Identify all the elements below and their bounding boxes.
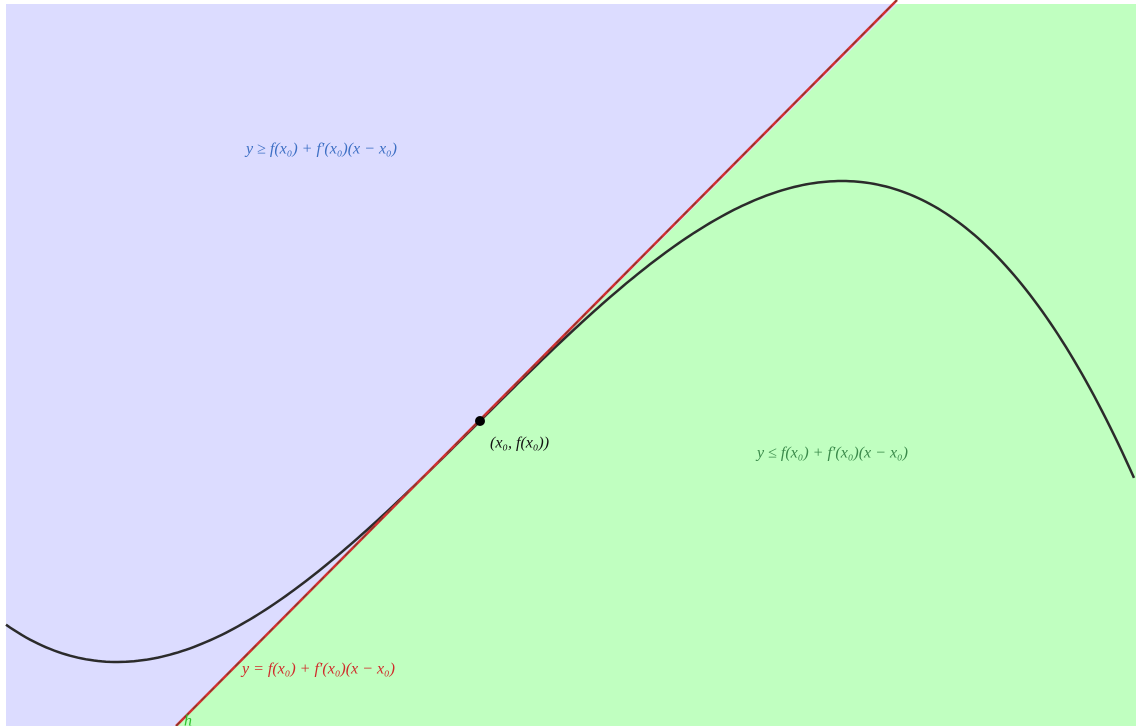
- corner-label: h: [184, 713, 192, 726]
- lower-region-label: y ≤ f(x₀) + f′(x₀)(x − x₀): [755, 445, 908, 462]
- lower-region: [176, 4, 1136, 726]
- upper-region-label: y ≥ f(x₀) + f′(x₀)(x − x₀): [244, 141, 397, 158]
- tangent-line-dash: [175, 0, 898, 726]
- tangency-point: [475, 416, 485, 426]
- tangent-label: y = f(x₀) + f′(x₀)(x − x₀): [240, 661, 395, 678]
- upper-region: [6, 4, 897, 726]
- point-label: (x₀, f(x₀)): [490, 435, 549, 452]
- function-curve: [5, 179, 1136, 664]
